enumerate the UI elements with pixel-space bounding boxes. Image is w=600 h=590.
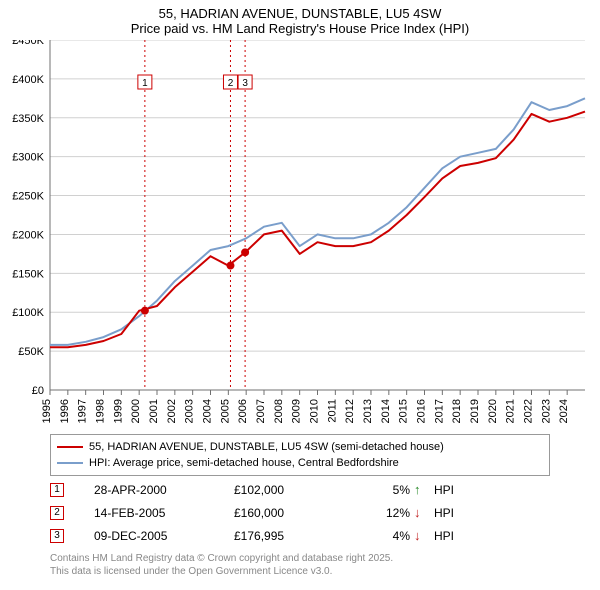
legend-label: HPI: Average price, semi-detached house,… — [89, 457, 399, 469]
tx-price: £160,000 — [234, 506, 354, 520]
tx-marker: 3 — [50, 529, 64, 543]
svg-text:£100K: £100K — [12, 307, 44, 319]
svg-text:1998: 1998 — [95, 399, 107, 423]
chart-title-block: 55, HADRIAN AVENUE, DUNSTABLE, LU5 4SW P… — [0, 0, 600, 36]
svg-text:1995: 1995 — [41, 399, 53, 423]
tx-pct: 4% — [354, 529, 414, 543]
footer-line-1: Contains HM Land Registry data © Crown c… — [50, 552, 580, 565]
tx-date: 14-FEB-2005 — [94, 506, 234, 520]
tx-pct: 12% — [354, 506, 414, 520]
svg-text:£300K: £300K — [12, 152, 44, 164]
svg-text:2009: 2009 — [291, 399, 303, 423]
tx-tag: HPI — [434, 483, 474, 497]
title-line-2: Price paid vs. HM Land Registry's House … — [0, 21, 600, 36]
legend: 55, HADRIAN AVENUE, DUNSTABLE, LU5 4SW (… — [50, 434, 550, 476]
tx-arrow-icon: ↑ — [414, 483, 434, 496]
svg-text:£400K: £400K — [12, 74, 44, 86]
tx-date: 28-APR-2000 — [94, 483, 234, 497]
svg-text:2023: 2023 — [540, 399, 552, 423]
svg-text:£200K: £200K — [12, 229, 44, 241]
svg-text:2022: 2022 — [523, 399, 535, 423]
footer: Contains HM Land Registry data © Crown c… — [50, 552, 580, 578]
svg-text:2011: 2011 — [326, 399, 338, 423]
legend-item: 55, HADRIAN AVENUE, DUNSTABLE, LU5 4SW (… — [57, 439, 543, 455]
svg-text:2018: 2018 — [451, 399, 463, 423]
svg-text:2014: 2014 — [380, 399, 392, 423]
legend-swatch — [57, 446, 83, 448]
svg-text:£350K: £350K — [12, 113, 44, 125]
svg-text:2003: 2003 — [184, 399, 196, 423]
svg-text:1: 1 — [142, 78, 148, 89]
svg-text:2002: 2002 — [166, 399, 178, 423]
legend-label: 55, HADRIAN AVENUE, DUNSTABLE, LU5 4SW (… — [89, 441, 444, 453]
svg-text:2020: 2020 — [487, 399, 499, 423]
svg-text:2019: 2019 — [469, 399, 481, 423]
svg-text:2012: 2012 — [344, 399, 356, 423]
svg-text:£50K: £50K — [18, 346, 44, 358]
svg-text:1996: 1996 — [59, 399, 71, 423]
tx-tag: HPI — [434, 506, 474, 520]
svg-text:2001: 2001 — [148, 399, 160, 423]
tx-arrow-icon: ↓ — [414, 506, 434, 519]
svg-text:£450K: £450K — [12, 40, 44, 47]
svg-text:2000: 2000 — [130, 399, 142, 423]
table-row: 3 09-DEC-2005 £176,995 4% ↓ HPI — [50, 524, 550, 547]
title-line-1: 55, HADRIAN AVENUE, DUNSTABLE, LU5 4SW — [0, 6, 600, 21]
svg-text:2004: 2004 — [202, 399, 214, 423]
svg-text:2006: 2006 — [237, 399, 249, 423]
svg-text:1999: 1999 — [112, 399, 124, 423]
svg-text:2007: 2007 — [255, 399, 267, 423]
svg-text:2021: 2021 — [505, 399, 517, 423]
legend-swatch — [57, 462, 83, 464]
tx-marker: 1 — [50, 483, 64, 497]
svg-text:2017: 2017 — [433, 399, 445, 423]
tx-tag: HPI — [434, 529, 474, 543]
chart-svg: £0 £50K £100K £150K £200K £250K £300K £350K £400… — [0, 40, 600, 428]
table-row: 1 28-APR-2000 £102,000 5% ↑ HPI — [50, 478, 550, 501]
svg-text:2013: 2013 — [362, 399, 374, 423]
svg-text:£250K: £250K — [12, 191, 44, 203]
svg-text:£0: £0 — [32, 385, 44, 397]
svg-text:2024: 2024 — [558, 399, 570, 423]
transactions-table: 1 28-APR-2000 £102,000 5% ↑ HPI 2 14-FEB… — [50, 478, 550, 547]
svg-text:2010: 2010 — [309, 399, 321, 423]
svg-text:2: 2 — [228, 78, 234, 89]
tx-marker: 2 — [50, 506, 64, 520]
svg-text:3: 3 — [242, 78, 248, 89]
tx-arrow-icon: ↓ — [414, 529, 434, 542]
svg-text:2008: 2008 — [273, 399, 285, 423]
legend-item: HPI: Average price, semi-detached house,… — [57, 455, 543, 471]
footer-line-2: This data is licensed under the Open Gov… — [50, 565, 580, 578]
chart-area: £0 £50K £100K £150K £200K £250K £300K £350K £400… — [0, 40, 600, 428]
tx-pct: 5% — [354, 483, 414, 497]
tx-price: £176,995 — [234, 529, 354, 543]
svg-text:2016: 2016 — [416, 399, 428, 423]
tx-date: 09-DEC-2005 — [94, 529, 234, 543]
svg-text:2015: 2015 — [398, 399, 410, 423]
svg-text:1997: 1997 — [77, 399, 89, 423]
table-row: 2 14-FEB-2005 £160,000 12% ↓ HPI — [50, 501, 550, 524]
tx-price: £102,000 — [234, 483, 354, 497]
svg-text:2005: 2005 — [219, 399, 231, 423]
svg-text:£150K: £150K — [12, 268, 44, 280]
